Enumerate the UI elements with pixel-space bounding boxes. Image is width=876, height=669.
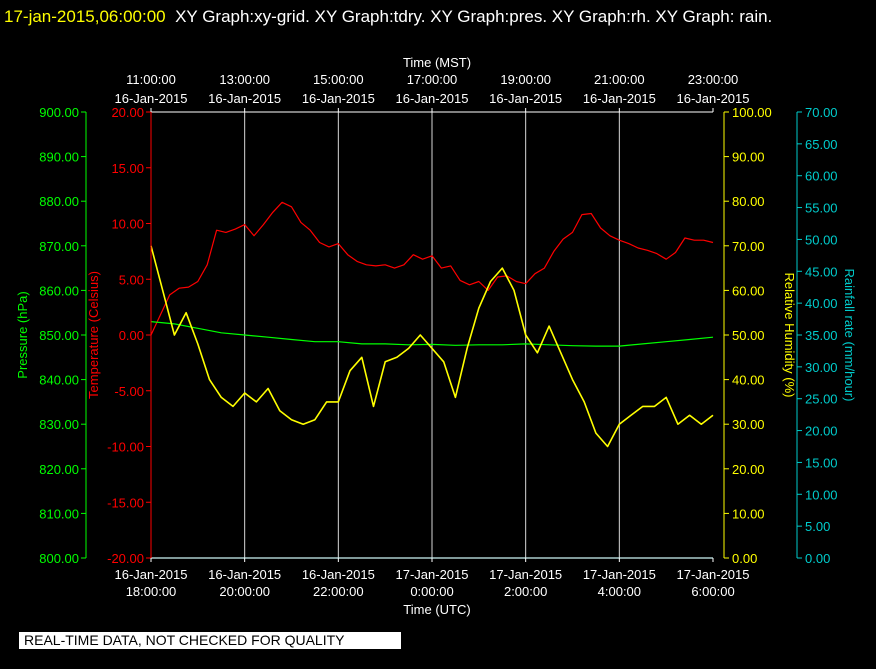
x-axis-top-label: Time (MST): [403, 55, 471, 70]
rainfall-axis-tick-label: 45.00: [805, 264, 838, 279]
x-bottom-tick-time: 4:00:00: [598, 584, 641, 599]
x-top-tick-time: 17:00:00: [407, 72, 458, 87]
pressure-axis-tick-label: 810.00: [39, 506, 79, 521]
pressure-axis-tick-label: 900.00: [39, 105, 79, 120]
rainfall-axis-label: Rainfall rate (mm/hour): [842, 269, 857, 402]
humidity-axis-tick-label: 50.00: [732, 328, 765, 343]
pressure-axis-tick-label: 830.00: [39, 417, 79, 432]
temperature-axis-tick-label: -10.00: [107, 440, 144, 455]
pressure-axis-label: Pressure (hPa): [15, 291, 30, 378]
x-axis-bottom-label: Time (UTC): [403, 602, 470, 617]
x-bottom-tick-date: 17-Jan-2015: [583, 567, 656, 582]
humidity-series-line: [150, 245, 714, 448]
temperature-axis-tick-label: -15.00: [107, 495, 144, 510]
x-bottom-tick-date: 17-Jan-2015: [396, 567, 469, 582]
x-top-tick-time: 15:00:00: [313, 72, 364, 87]
humidity-axis-label: Relative Humidity (%): [782, 273, 797, 398]
x-top-tick-time: 13:00:00: [219, 72, 270, 87]
humidity-axis-tick-label: 20.00: [732, 462, 765, 477]
x-bottom-tick-date: 17-Jan-2015: [489, 567, 562, 582]
title-graph-list: XY Graph:xy-grid. XY Graph:tdry. XY Grap…: [175, 7, 773, 26]
x-bottom-tick-time: 6:00:00: [691, 584, 734, 599]
x-top-tick-date: 16-Jan-2015: [115, 91, 188, 106]
pressure-axis-tick-label: 860.00: [39, 283, 79, 298]
x-bottom-tick-time: 20:00:00: [219, 584, 270, 599]
rainfall-axis-tick-label: 65.00: [805, 137, 838, 152]
x-bottom-tick-date: 16-Jan-2015: [115, 567, 188, 582]
humidity-axis-tick-label: 30.00: [732, 417, 765, 432]
quality-notice: REAL-TIME DATA, NOT CHECKED FOR QUALITY: [19, 632, 401, 649]
rainfall-axis-tick-label: 15.00: [805, 455, 838, 470]
title-timestamp: 17-jan-2015,06:00:00: [4, 7, 166, 26]
rainfall-axis-tick-label: 10.00: [805, 487, 838, 502]
rainfall-axis-tick-label: 60.00: [805, 169, 838, 184]
x-bottom-tick-time: 0:00:00: [410, 584, 453, 599]
humidity-axis-tick-label: 100.00: [732, 105, 772, 120]
pressure-series-line: [150, 321, 714, 347]
rainfall-axis-tick-label: 50.00: [805, 232, 838, 247]
rainfall-axis-tick-label: 5.00: [805, 519, 830, 534]
x-bottom-tick-time: 18:00:00: [126, 584, 177, 599]
temperature-axis-tick-label: 15.00: [111, 161, 144, 176]
x-bottom-tick-date: 16-Jan-2015: [208, 567, 281, 582]
pressure-axis-tick-label: 890.00: [39, 150, 79, 165]
axes: 900.00 890.00 880.00 870.00 860.00 850.00 840.…: [15, 105, 857, 566]
humidity-axis-tick-label: 90.00: [732, 150, 765, 165]
x-bottom-tick-time: 22:00:00: [313, 584, 364, 599]
rainfall-axis-tick-label: 40.00: [805, 296, 838, 311]
rainfall-axis-tick-label: 20.00: [805, 424, 838, 439]
pressure-axis-tick-label: 880.00: [39, 194, 79, 209]
x-top-tick-date: 16-Jan-2015: [677, 91, 750, 106]
x-top-tick-time: 23:00:00: [688, 72, 739, 87]
rainfall-axis-tick-label: 70.00: [805, 105, 838, 120]
chart-title: 17-jan-2015,06:00:00 XY Graph:xy-grid. X…: [4, 2, 864, 31]
rainfall-axis-tick-label: 30.00: [805, 360, 838, 375]
grid-lines: [244, 112, 620, 558]
humidity-axis-tick-label: 60.00: [732, 283, 765, 298]
x-bottom-tick-date: 17-Jan-2015: [677, 567, 750, 582]
temperature-axis-tick-label: 0.00: [119, 328, 144, 343]
temperature-series-line: [150, 201, 714, 336]
x-bottom-tick-date: 16-Jan-2015: [302, 567, 375, 582]
x-top-tick-date: 16-Jan-2015: [302, 91, 375, 106]
pressure-axis-tick-label: 870.00: [39, 239, 79, 254]
temperature-axis-label: Temperature (Celsius): [86, 271, 101, 399]
humidity-axis-tick-label: 0.00: [732, 551, 757, 566]
x-top-tick-date: 16-Jan-2015: [583, 91, 656, 106]
pressure-axis-tick-label: 820.00: [39, 462, 79, 477]
x-axis-top: Time (MST) 11:00:00 16-Jan-2015 13:00:00 16…: [115, 55, 750, 112]
x-top-tick-date: 16-Jan-2015: [489, 91, 562, 106]
rainfall-axis-tick-label: 35.00: [805, 328, 838, 343]
pressure-axis-tick-label: 850.00: [39, 328, 79, 343]
humidity-axis-tick-label: 10.00: [732, 506, 765, 521]
rainfall-axis-tick-label: 25.00: [805, 392, 838, 407]
x-top-tick-time: 19:00:00: [500, 72, 551, 87]
temperature-axis-tick-label: -20.00: [107, 551, 144, 566]
rainfall-axis-tick-label: 55.00: [805, 201, 838, 216]
temperature-axis-tick-label: -5.00: [114, 384, 144, 399]
humidity-axis-tick-label: 80.00: [732, 194, 765, 209]
pressure-axis-tick-label: 800.00: [39, 551, 79, 566]
rainfall-axis-tick-label: 0.00: [805, 551, 830, 566]
humidity-axis-tick-label: 40.00: [732, 373, 765, 388]
x-axis-bottom: Time (UTC) 16-Jan-2015 18:00:00 16-Jan-201…: [115, 558, 750, 617]
x-top-tick-date: 16-Jan-2015: [396, 91, 469, 106]
temperature-axis-tick-label: 20.00: [111, 105, 144, 120]
temperature-axis-tick-label: 10.00: [111, 217, 144, 232]
x-top-tick-date: 16-Jan-2015: [208, 91, 281, 106]
x-bottom-tick-time: 2:00:00: [504, 584, 547, 599]
x-top-tick-time: 11:00:00: [126, 72, 176, 87]
humidity-axis-tick-label: 70.00: [732, 239, 765, 254]
x-top-tick-time: 21:00:00: [594, 72, 645, 87]
temperature-axis-tick-label: 5.00: [119, 272, 144, 287]
pressure-axis-tick-label: 840.00: [39, 373, 79, 388]
